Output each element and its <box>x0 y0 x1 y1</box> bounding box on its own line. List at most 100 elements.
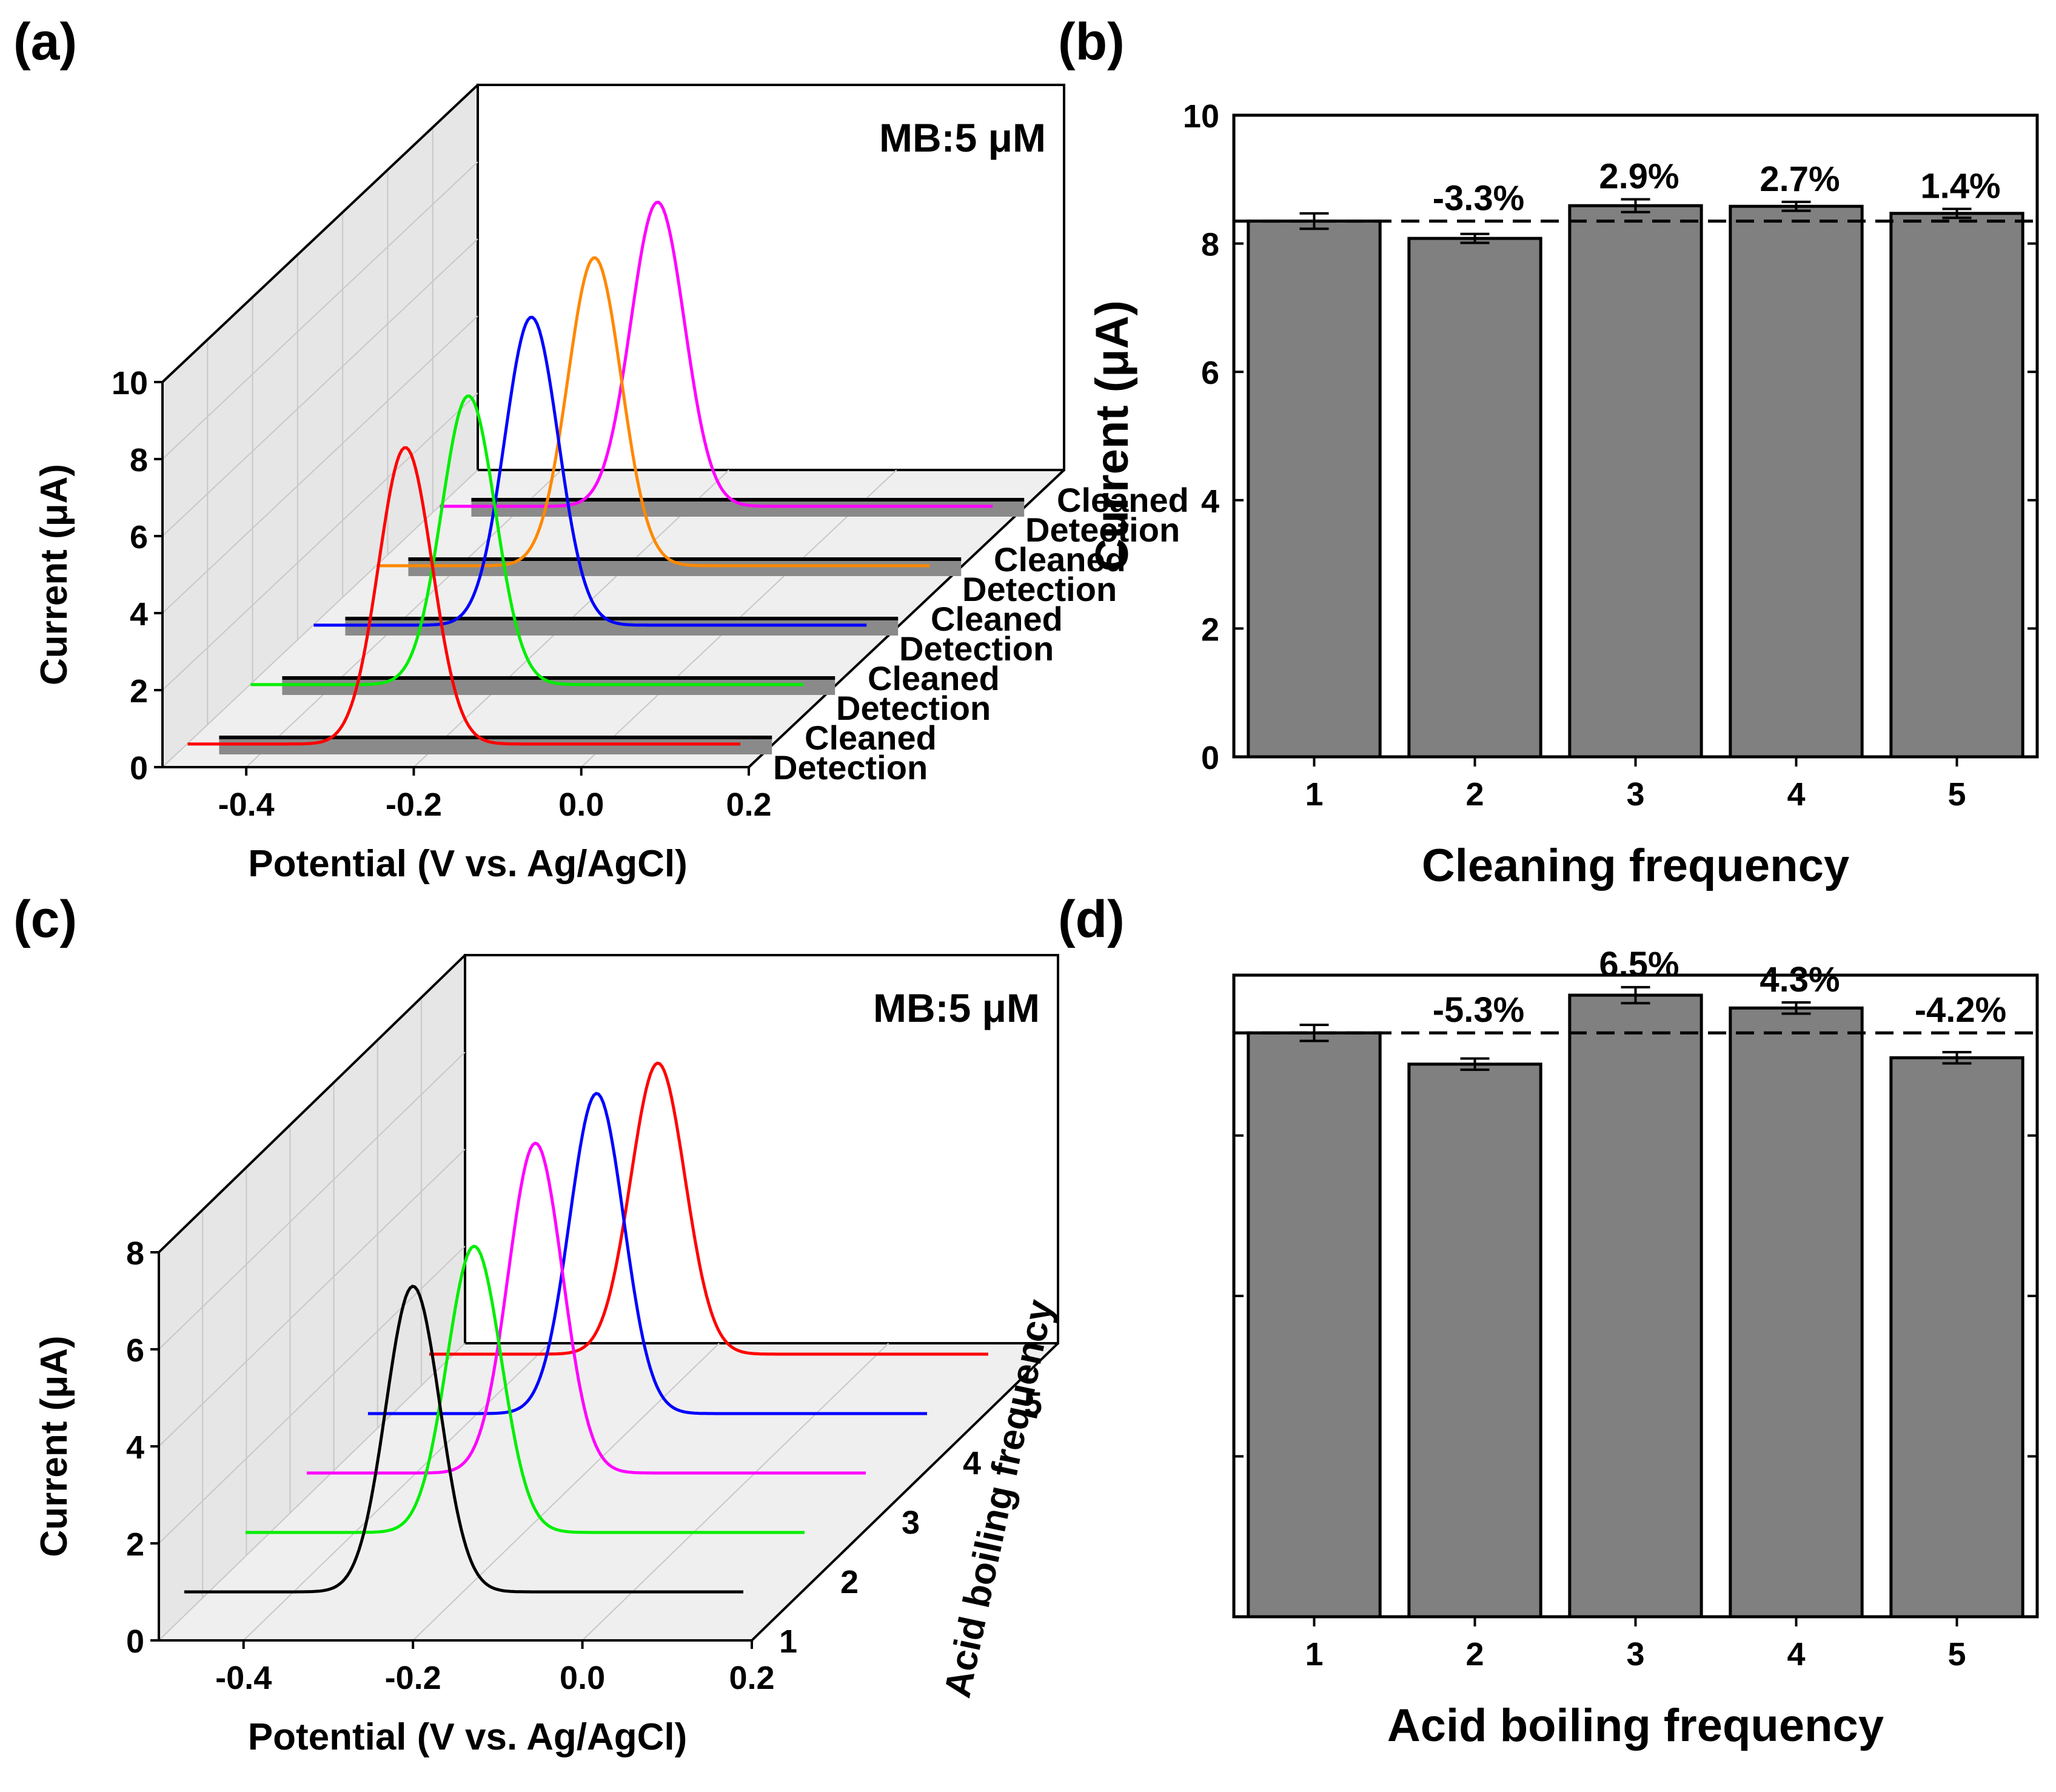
bar-4 <box>1729 1006 1864 1619</box>
trace-2 <box>245 1244 805 1534</box>
bar-2 <box>1407 237 1542 759</box>
x-tick-label: 3 <box>1626 776 1644 813</box>
x-axis-title: Acid boiling frequency <box>1387 1700 1884 1751</box>
floor <box>159 1343 1058 1640</box>
panel-label-b: (b) <box>1058 13 1125 71</box>
depth-label: 5 <box>1024 1386 1042 1422</box>
trace-1 <box>187 446 741 746</box>
grid-line <box>162 315 478 614</box>
depth-label: 2 <box>840 1564 859 1600</box>
x-tick-label: 2 <box>1465 1636 1484 1673</box>
trace-7 <box>377 256 930 568</box>
y-tick-label: 4 <box>126 1429 144 1466</box>
y-tick-label: 0 <box>130 750 148 787</box>
y-axis-title: Current (μA) <box>1087 300 1138 572</box>
bar-4 <box>1729 204 1864 759</box>
y-axis-title: Current (μA) <box>33 1335 75 1557</box>
bar-5 <box>1889 1056 2024 1619</box>
bar-1 <box>1247 220 1382 759</box>
y-tick-label: 6 <box>130 519 148 555</box>
panel-label-d: (d) <box>1058 890 1125 948</box>
y-tick-label: 2 <box>130 673 148 710</box>
trace-4 <box>367 1092 927 1415</box>
x-tick-label: -0.2 <box>385 1660 441 1696</box>
depth-label: Cleaned <box>931 600 1063 638</box>
y-tick-label: 6 <box>1201 355 1219 391</box>
depth-label: Detection <box>1025 511 1180 549</box>
y-tick-label: 8 <box>130 442 148 478</box>
bar-1 <box>1247 1031 1382 1619</box>
x-tick-label: 0.2 <box>729 1660 774 1696</box>
bar-5 <box>1889 212 2024 759</box>
x-axis-title: Cleaning frequency <box>1422 840 1849 891</box>
concentration-annotation: MB:5 μM <box>873 985 1040 1030</box>
bar-percent-label: 2.7% <box>1760 159 1840 199</box>
grid-line <box>158 1052 466 1350</box>
x-tick-label: -0.4 <box>215 1660 272 1696</box>
frame-edge <box>161 84 479 383</box>
back-wall <box>477 84 1065 471</box>
x-tick-label: 0.0 <box>560 1660 605 1696</box>
y-tick-label: 4 <box>130 596 148 633</box>
grid-line <box>412 1343 720 1641</box>
panel-a-chart: 0 2 4 6 8 10 -0.4 -0.2 0.0 0.2 Potential (V vs. Ag… <box>33 84 1189 885</box>
x-axis-title: Potential (V vs. Ag/AgCl) <box>248 843 688 885</box>
y-tick-label: 10 <box>1183 98 1219 135</box>
panel-c-chart: 0 2 4 6 8 -0.4 -0.2 0.0 0.2 Potential (V vs. Ag/A… <box>33 954 1062 1758</box>
grid-line <box>162 238 478 537</box>
x-tick-label: 3 <box>1626 1636 1644 1673</box>
y-tick-label: 8 <box>1201 227 1219 263</box>
depth-label: Detection <box>899 629 1054 668</box>
panel-label-a: (a) <box>13 13 77 71</box>
depth-label: 1 <box>779 1623 797 1660</box>
y-tick-label: 2 <box>126 1526 144 1563</box>
depth-label: Cleaned <box>805 719 937 757</box>
panel-label-c: (c) <box>13 890 77 948</box>
bar-percent-label: 1.4% <box>1920 166 2000 206</box>
bar-percent-label: -4.2% <box>1915 990 2007 1030</box>
y-tick-label: 2 <box>1201 611 1219 648</box>
grid-line <box>158 1246 466 1544</box>
x-tick-label: 5 <box>1947 776 1966 813</box>
x-tick-label: 1 <box>1305 1636 1323 1673</box>
trace-9 <box>440 201 993 508</box>
y-tick-label: 0 <box>126 1623 144 1660</box>
grid-line <box>162 392 478 691</box>
bar-percent-label: 2.9% <box>1599 157 1679 196</box>
y-tick-label: 0 <box>1201 740 1219 776</box>
bar-2 <box>1407 1062 1542 1619</box>
depth-label: 4 <box>963 1445 981 1482</box>
trace-5 <box>429 1061 988 1356</box>
depth-label: Cleaned <box>868 659 1000 697</box>
x-tick-label: 1 <box>1305 776 1323 813</box>
bar-3 <box>1568 204 1703 759</box>
frame-edge <box>158 954 466 1253</box>
trace-5 <box>313 315 867 627</box>
x-tick-label: 0.2 <box>726 787 771 823</box>
grid-line <box>162 161 478 460</box>
x-tick-label: 4 <box>1787 1636 1805 1673</box>
y-tick-label: 6 <box>126 1332 144 1369</box>
y-axis-title: Current (μA) <box>33 464 75 685</box>
x-tick-label: 2 <box>1465 776 1484 813</box>
depth-label: Cleaned <box>994 540 1126 579</box>
depth-label: 3 <box>902 1505 920 1541</box>
depth-label: Cleaned <box>1057 481 1189 519</box>
bar-3 <box>1568 993 1703 1619</box>
x-tick-label: 0.0 <box>558 787 604 823</box>
depth-label: Detection <box>836 689 991 727</box>
depth-label: Detection <box>773 748 928 787</box>
x-tick-label: -0.2 <box>386 787 442 823</box>
x-axis-title: Potential (V vs. Ag/AgCl) <box>248 1716 688 1758</box>
bar-percent-label: -3.3% <box>1433 179 1525 218</box>
depth-axis <box>748 469 1065 768</box>
concentration-annotation: MB:5 μM <box>879 115 1046 160</box>
panel-d-chart: 1 2 -5.3% 3 6.5% 4 4.3% 5 -4.2% Acid boiling freq… <box>1232 945 2039 1751</box>
x-tick-label: 5 <box>1947 1636 1966 1673</box>
y-tick-label: 10 <box>112 365 148 401</box>
depth-label: Detection <box>962 570 1117 608</box>
trace-3 <box>306 1141 866 1475</box>
grid-line <box>158 1149 466 1447</box>
